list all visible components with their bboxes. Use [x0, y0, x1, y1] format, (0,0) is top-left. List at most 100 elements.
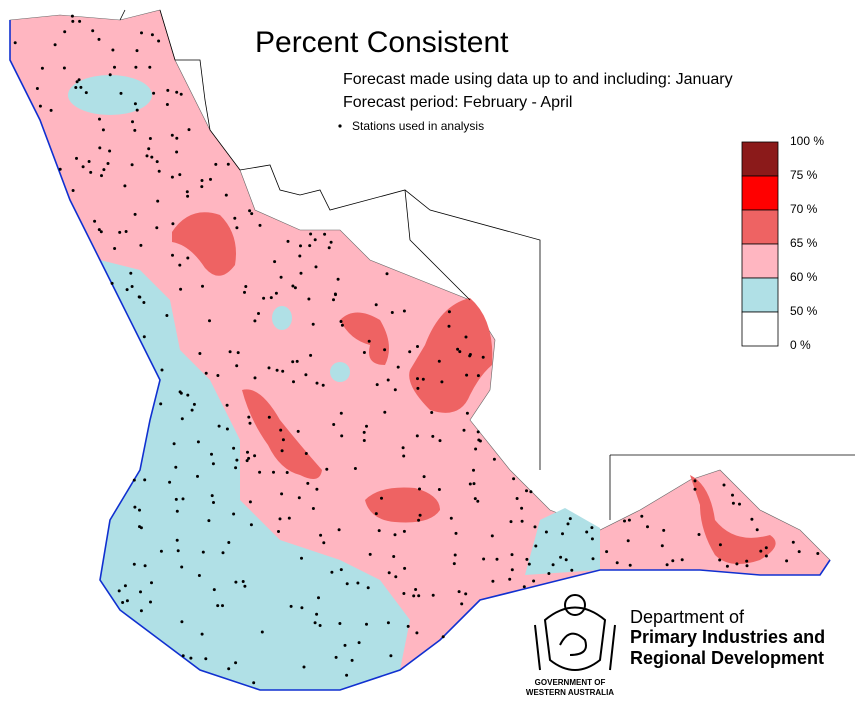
title: Percent Consistent — [255, 26, 509, 59]
station — [315, 381, 319, 385]
legend-label: 60 % — [790, 270, 818, 284]
station — [133, 505, 137, 509]
station — [718, 558, 722, 562]
station — [138, 508, 141, 512]
station — [181, 654, 185, 658]
station — [217, 424, 221, 428]
station — [190, 408, 194, 412]
stations — [13, 14, 820, 685]
station — [646, 525, 649, 529]
station — [453, 553, 457, 557]
station — [180, 565, 184, 569]
station — [440, 380, 444, 384]
station — [374, 303, 378, 307]
station — [159, 402, 163, 406]
station — [339, 411, 343, 415]
station — [510, 568, 514, 572]
station — [366, 586, 370, 590]
station — [525, 557, 529, 561]
subtitle: Forecast period: February - April — [343, 94, 572, 111]
station — [145, 154, 149, 158]
station — [750, 517, 754, 521]
station — [160, 368, 164, 372]
station — [247, 456, 251, 460]
station — [174, 497, 178, 501]
station — [473, 497, 477, 501]
station — [142, 301, 146, 304]
station — [228, 350, 232, 354]
station — [509, 520, 513, 524]
red-region — [172, 212, 236, 276]
station — [275, 368, 279, 372]
station — [181, 497, 185, 501]
station — [693, 487, 697, 491]
station — [221, 604, 224, 608]
station — [299, 244, 302, 248]
station — [75, 156, 78, 160]
station — [529, 490, 533, 494]
station — [468, 353, 472, 356]
legend: 100 % 75 % 70 % 65 % 60 % 50 % 0 % — [741, 134, 824, 352]
station — [697, 533, 701, 536]
station — [179, 92, 183, 96]
station — [258, 223, 262, 227]
station — [210, 494, 214, 498]
station — [148, 137, 152, 140]
station — [387, 571, 391, 575]
station — [534, 544, 538, 548]
station — [113, 65, 116, 69]
station — [403, 566, 407, 570]
station — [319, 533, 323, 537]
station — [234, 466, 238, 470]
station — [465, 411, 469, 415]
station — [477, 438, 481, 442]
station — [117, 589, 121, 593]
station — [590, 526, 594, 530]
legend-label: 100 % — [790, 134, 824, 148]
station — [559, 555, 563, 559]
station — [175, 136, 179, 140]
station — [317, 596, 320, 600]
station — [70, 14, 74, 18]
station — [693, 479, 697, 483]
station — [243, 290, 246, 294]
station — [318, 624, 322, 627]
station — [441, 635, 445, 639]
legend-label: 65 % — [790, 236, 818, 250]
station — [224, 193, 228, 197]
legend-swatch — [741, 243, 779, 279]
station — [248, 421, 252, 425]
station — [564, 558, 568, 562]
station — [383, 410, 387, 414]
station — [402, 454, 406, 458]
station — [416, 386, 420, 390]
station — [299, 271, 303, 275]
station — [156, 199, 160, 203]
station — [367, 339, 371, 343]
station — [671, 559, 675, 563]
station — [58, 167, 62, 171]
station — [476, 499, 480, 503]
station — [279, 275, 283, 279]
station — [385, 272, 389, 276]
station — [87, 160, 91, 163]
station — [89, 170, 93, 174]
station — [482, 557, 486, 561]
station — [345, 582, 349, 586]
station — [221, 551, 225, 555]
station — [640, 514, 644, 518]
station — [418, 513, 422, 517]
station — [189, 656, 193, 660]
station — [421, 377, 425, 381]
red-region — [365, 487, 440, 523]
station — [309, 232, 313, 236]
station — [170, 133, 174, 137]
station — [338, 622, 342, 625]
station — [680, 558, 684, 562]
station — [280, 492, 284, 496]
station — [93, 219, 97, 223]
station — [422, 475, 426, 479]
station — [125, 599, 129, 603]
station — [227, 667, 231, 671]
station — [323, 232, 327, 236]
